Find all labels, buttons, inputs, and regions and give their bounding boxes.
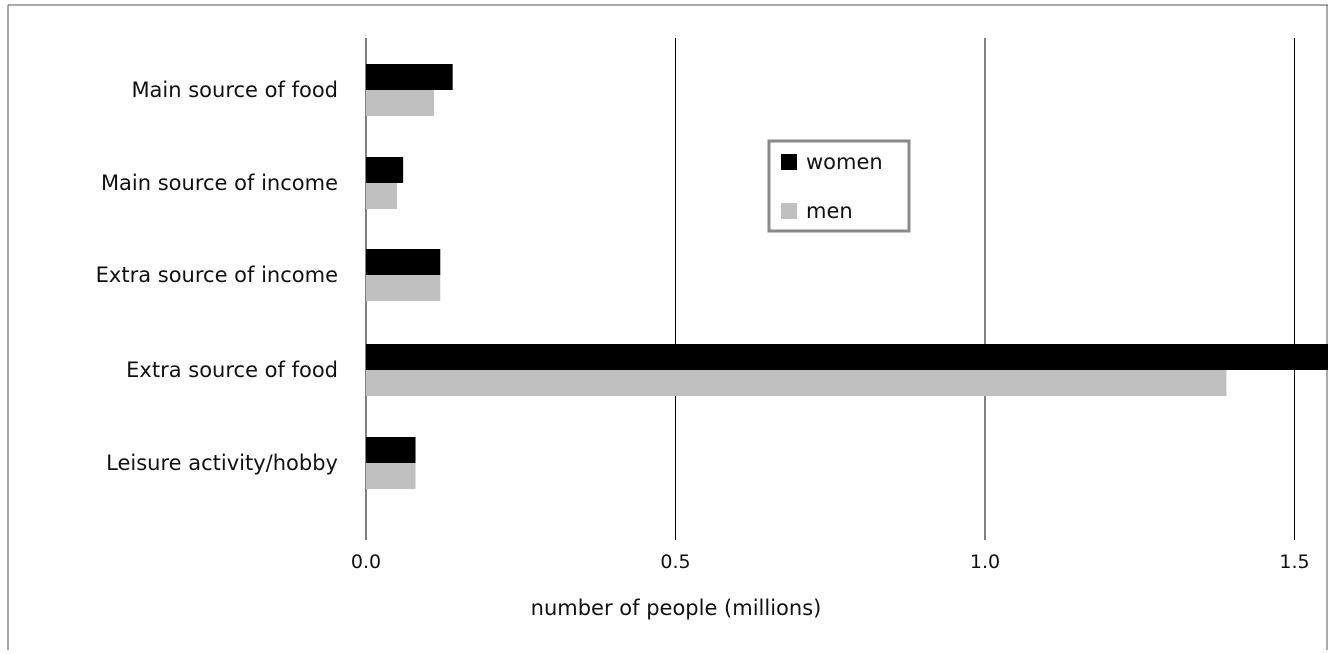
bar-women: [366, 249, 441, 275]
legend: women men: [767, 139, 911, 233]
bar-men: [366, 275, 441, 301]
category-label: Extra source of food: [126, 358, 338, 382]
category-label: Leisure activity/hobby: [106, 451, 338, 475]
x-axis-title: number of people (millions): [531, 596, 822, 620]
bar-women: [366, 344, 1328, 370]
category-label: Main source of food: [131, 78, 338, 102]
bar-women: [366, 64, 453, 90]
x-tick-label: 1.0: [970, 551, 1000, 573]
x-tick-label: 0.0: [351, 551, 381, 573]
bar-men: [366, 90, 435, 116]
x-tick-label: 0.5: [660, 551, 690, 573]
bar-men: [366, 370, 1227, 396]
category-label: Main source of income: [101, 171, 338, 195]
bar-men: [366, 463, 416, 489]
legend-swatch-women: [781, 154, 797, 170]
legend-label-women: women: [806, 150, 883, 174]
legend-label-men: men: [806, 199, 853, 223]
gridlines: [365, 38, 1295, 540]
category-label: Extra source of income: [96, 263, 338, 287]
x-tick-labels: 0.00.51.01.52.02.5: [351, 551, 1310, 573]
bar-women: [366, 157, 404, 183]
category-labels: Main source of food Main source of income…: [96, 78, 338, 475]
bar-women: [366, 437, 416, 463]
legend-swatch-men: [781, 203, 797, 219]
bar-men: [366, 183, 397, 209]
x-tick-label: 1.5: [1279, 551, 1309, 573]
bars: [366, 64, 1328, 489]
